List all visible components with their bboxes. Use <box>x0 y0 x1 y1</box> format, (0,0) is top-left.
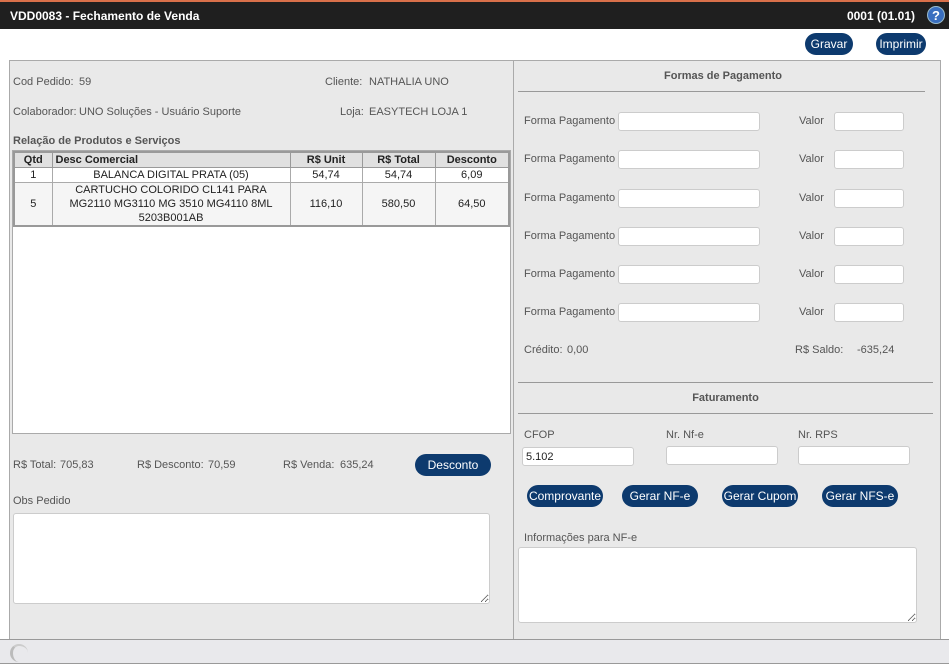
valor-input[interactable] <box>834 303 904 322</box>
valor-label: Valor <box>799 306 824 318</box>
cfop-input[interactable] <box>522 447 634 466</box>
loja-label: Loja: <box>340 106 364 118</box>
table-row[interactable]: 5 CARTUCHO COLORIDO CL141 PARA MG2110 MG… <box>13 181 510 226</box>
desconto-button[interactable]: Desconto <box>415 454 491 476</box>
forma-label: Forma Pagamento <box>524 306 616 318</box>
cell-unit: 116,10 <box>289 181 363 226</box>
saldo-value: -635,24 <box>857 344 895 356</box>
credito-label: Crédito: <box>524 344 563 356</box>
cod-value: 59 <box>79 76 92 88</box>
cfop-label: CFOP <box>524 429 555 441</box>
save-button[interactable]: Gravar <box>805 33 853 55</box>
cell-desc: BALANCA DIGITAL PRATA (05) <box>51 166 291 183</box>
forma-label: Forma Pagamento <box>524 230 616 242</box>
cliente-value: NATHALIA UNO <box>369 76 449 88</box>
cell-desconto: 6,09 <box>434 166 510 183</box>
table-header: Qtd Desc Comercial R$ Unit R$ Total Desc… <box>13 151 510 168</box>
cell-total: 54,74 <box>361 166 436 183</box>
col-desconto[interactable]: Desconto <box>434 151 510 168</box>
loja-value: EASYTECH LOJA 1 <box>369 106 468 118</box>
forma-label: Forma Pagamento <box>524 115 616 127</box>
forma-input[interactable] <box>618 227 760 246</box>
cod-label: Cod Pedido: <box>13 76 74 88</box>
colab-label: Colaborador: <box>13 106 77 118</box>
payment-title: Formas de Pagamento <box>664 70 782 82</box>
products-table: Qtd Desc Comercial R$ Unit R$ Total Desc… <box>13 151 510 227</box>
valor-input[interactable] <box>834 112 904 131</box>
divider <box>518 91 925 92</box>
valor-label: Valor <box>799 115 824 127</box>
info-label: Informações para NF-e <box>524 532 638 544</box>
nfe-label: Nr. Nf-e <box>666 429 704 441</box>
col-total[interactable]: R$ Total <box>361 151 436 168</box>
col-qtd[interactable]: Qtd <box>13 151 53 168</box>
forma-input[interactable] <box>618 265 760 284</box>
cliente-label: Cliente: <box>325 76 363 88</box>
cell-qtd: 1 <box>13 166 53 183</box>
credito-value: 0,00 <box>567 344 589 356</box>
nfe-input[interactable] <box>666 446 778 465</box>
cell-desconto: 64,50 <box>434 181 510 226</box>
comprovante-button[interactable]: Comprovante <box>527 485 603 507</box>
valor-label: Valor <box>799 268 824 280</box>
forma-label: Forma Pagamento <box>524 268 616 280</box>
valor-input[interactable] <box>834 265 904 284</box>
window-title: VDD0083 - Fechamento de Venda <box>10 9 200 23</box>
venda-label: R$ Venda: <box>283 459 335 471</box>
venda-value: 635,24 <box>340 459 374 471</box>
desconto-value: 70,59 <box>208 459 236 471</box>
colab-value: UNO Soluções - Usuário Suporte <box>79 106 242 118</box>
products-title: Relação de Produtos e Serviços <box>13 135 181 147</box>
title-bar: VDD0083 - Fechamento de Venda 0001 (01.0… <box>0 0 949 29</box>
help-icon[interactable]: ? <box>927 6 945 24</box>
gerar-cupom-button[interactable]: Gerar Cupom <box>722 485 798 507</box>
forma-input[interactable] <box>618 189 760 208</box>
valor-input[interactable] <box>834 150 904 169</box>
forma-input[interactable] <box>618 150 760 169</box>
forma-input[interactable] <box>618 303 760 322</box>
valor-input[interactable] <box>834 189 904 208</box>
cell-qtd: 5 <box>13 181 53 226</box>
rps-label: Nr. RPS <box>798 429 838 441</box>
obs-textarea[interactable] <box>13 513 490 604</box>
billing-title: Faturamento <box>692 392 759 404</box>
divider <box>518 382 933 383</box>
cell-desc: CARTUCHO COLORIDO CL141 PARA MG2110 MG31… <box>51 181 291 226</box>
valor-label: Valor <box>799 153 824 165</box>
version-label: 0001 (01.01) <box>846 9 915 23</box>
forma-label: Forma Pagamento <box>524 153 616 165</box>
divider <box>518 413 933 414</box>
valor-label: Valor <box>799 192 824 204</box>
obs-label: Obs Pedido <box>13 495 71 507</box>
products-grid: Qtd Desc Comercial R$ Unit R$ Total Desc… <box>12 150 511 434</box>
loading-spinner-icon <box>10 644 28 662</box>
col-unit[interactable]: R$ Unit <box>289 151 363 168</box>
print-button[interactable]: Imprimir <box>876 33 926 55</box>
valor-label: Valor <box>799 230 824 242</box>
total-label: R$ Total: <box>13 459 57 471</box>
cell-total: 580,50 <box>361 181 436 226</box>
valor-input[interactable] <box>834 227 904 246</box>
cell-unit: 54,74 <box>289 166 363 183</box>
gerar-nfe-button[interactable]: Gerar NF-e <box>622 485 698 507</box>
saldo-label: R$ Saldo: <box>795 344 844 356</box>
forma-input[interactable] <box>618 112 760 131</box>
forma-label: Forma Pagamento <box>524 192 616 204</box>
table-row[interactable]: 1 BALANCA DIGITAL PRATA (05) 54,74 54,74… <box>13 166 510 183</box>
info-textarea[interactable] <box>518 547 917 623</box>
desconto-label: R$ Desconto: <box>137 459 204 471</box>
col-desc[interactable]: Desc Comercial <box>51 151 291 168</box>
rps-input[interactable] <box>798 446 910 465</box>
total-value: 705,83 <box>60 459 94 471</box>
gerar-nfse-button[interactable]: Gerar NFS-e <box>822 485 898 507</box>
status-bar <box>0 639 949 664</box>
